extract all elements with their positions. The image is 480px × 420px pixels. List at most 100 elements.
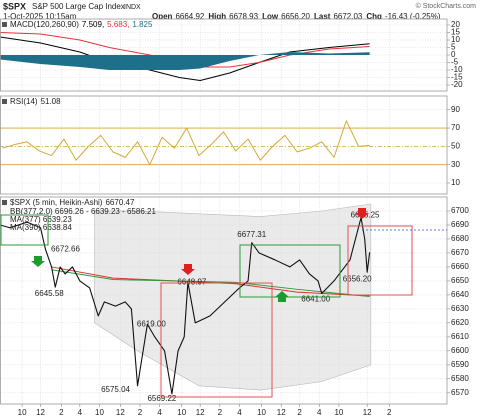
price-label: 6575.04 <box>101 385 130 394</box>
legend-entry: BB(377,2.0) 6696.26 - 6639.23 - 6586.21 <box>10 207 156 216</box>
panel-background <box>0 96 447 194</box>
panel-frame <box>0 95 448 195</box>
panel: 6700 6690 6680 6670 6660 6650 6640 6630 6620 6610… <box>0 196 469 417</box>
legend-swatch <box>2 99 7 104</box>
index-name: S&P 500 Large Cap Index <box>32 2 125 11</box>
price-label: 6619.00 <box>137 319 166 328</box>
x-tick-label: 4 <box>317 408 322 417</box>
y-tick-label: 6690 <box>451 220 469 229</box>
y-tick-label: 6600 <box>451 346 469 355</box>
panel-title: RSI(14) <box>10 97 38 106</box>
legend: RSI(14) 51.08 <box>10 97 61 106</box>
y-tick-label: 6620 <box>451 318 469 327</box>
quote-line: Open 6664.92 High 6678.93 Low 6656.20 Last 6672… <box>152 12 441 21</box>
x-tick-label: 2 <box>297 408 302 417</box>
quote-value: 6664.92 <box>175 12 204 21</box>
x-tick-label: 4 <box>237 408 242 417</box>
y-tick-label: 20 <box>451 20 460 29</box>
x-tick-label: 10 <box>18 408 27 417</box>
y-tick-label: 50 <box>451 141 460 150</box>
price-label: 6648.97 <box>177 277 206 286</box>
y-tick-label: 30 <box>451 160 460 169</box>
x-tick-label: 10 <box>257 408 266 417</box>
legend-swatch <box>2 22 7 27</box>
y-tick-label: -15 <box>451 73 463 82</box>
x-tick-label: 12 <box>36 408 45 417</box>
series-line <box>51 269 370 298</box>
y-tick-label: 5 <box>451 43 456 52</box>
last-value: 51.08 <box>41 97 62 106</box>
series-line <box>2 120 370 166</box>
legend-entry: MA(377) 6639.23 <box>10 215 72 224</box>
price-label: 6569.22 <box>147 394 176 403</box>
green-box <box>0 214 49 246</box>
legend-entry: MA(390) 6638.84 <box>10 223 72 232</box>
down-arrow <box>181 264 195 275</box>
y-tick-label: 6610 <box>451 332 469 341</box>
green-box <box>239 244 341 298</box>
histogram-area <box>0 52 370 70</box>
legend-entry: 7.509, <box>82 20 104 29</box>
bollinger-band <box>94 203 372 391</box>
quote-label: Open <box>152 12 173 21</box>
y-tick-label: 6700 <box>451 206 469 215</box>
x-tick-label: 12 <box>363 408 372 417</box>
y-tick-label: 10 <box>451 35 460 44</box>
y-tick-label: 6670 <box>451 248 469 257</box>
series-line <box>51 266 370 297</box>
y-tick-label: 6630 <box>451 304 469 313</box>
quote-label: Last <box>314 12 331 21</box>
y-tick-label: 6580 <box>451 374 469 383</box>
price-label: 6656.20 <box>343 274 372 283</box>
panel-title: MACD(120,260,90) <box>10 20 79 29</box>
price-label: 6677.31 <box>237 230 266 239</box>
last-value: 6670.47 <box>105 198 134 207</box>
x-tick-label: 4 <box>157 408 162 417</box>
y-tick-label: 6650 <box>451 276 469 285</box>
legend: MACD(120,260,90) 7.509, 5.683, 1.825 <box>10 20 153 29</box>
quote-value: 6678.93 <box>229 12 258 21</box>
legend-swatch <box>2 200 7 205</box>
y-tick-label: 6640 <box>451 290 469 299</box>
x-tick-label: 2 <box>138 408 143 417</box>
x-tick-label: 10 <box>334 408 343 417</box>
down-arrow <box>355 208 369 219</box>
x-tick-label: 2 <box>59 408 64 417</box>
legend-entry: 1.825 <box>132 20 153 29</box>
y-tick-label: 6660 <box>451 262 469 271</box>
date: 1-Oct-2025 10:15am <box>3 12 77 21</box>
price-label: 6641.00 <box>301 295 330 304</box>
annotation-shapes <box>0 208 447 398</box>
red-box <box>160 282 273 398</box>
series-line <box>0 36 370 81</box>
legend-entry: 5.683, <box>107 20 129 29</box>
up-arrow <box>31 256 45 267</box>
y-tick-label: 0 <box>451 50 456 59</box>
x-tick-label: 2 <box>218 408 223 417</box>
up-arrow <box>275 291 289 302</box>
price-label: 6672.66 <box>51 244 80 253</box>
quote-label: Chg <box>366 12 382 21</box>
x-tick-label: 12 <box>196 408 205 417</box>
red-box <box>347 225 413 296</box>
quote-label: High <box>208 12 226 21</box>
symbol: $SPX <box>3 1 26 11</box>
panel: 90 70 50 30 10 RSI(14) 51.08 <box>0 95 460 195</box>
quote-value: -16.43 (-0.25%) <box>385 12 441 21</box>
x-tick-label: 4 <box>78 408 83 417</box>
y-tick-label: 6680 <box>451 234 469 243</box>
x-tick-label: 10 <box>95 408 104 417</box>
quote-label: Low <box>262 12 279 21</box>
series-line <box>0 217 371 395</box>
y-tick-label: -5 <box>451 58 459 67</box>
x-tick-label: 12 <box>277 408 286 417</box>
quote-value: 6672.03 <box>333 12 362 21</box>
quote-value: 6656.20 <box>281 12 310 21</box>
panel-title: $SPX (5 min, Heikin-Ashi) <box>10 198 103 207</box>
y-tick-label: 70 <box>451 123 460 132</box>
header: $SPX S&P 500 Large Cap Index INDX 1-Oct-… <box>3 1 476 21</box>
y-tick-label: 6570 <box>451 388 469 397</box>
